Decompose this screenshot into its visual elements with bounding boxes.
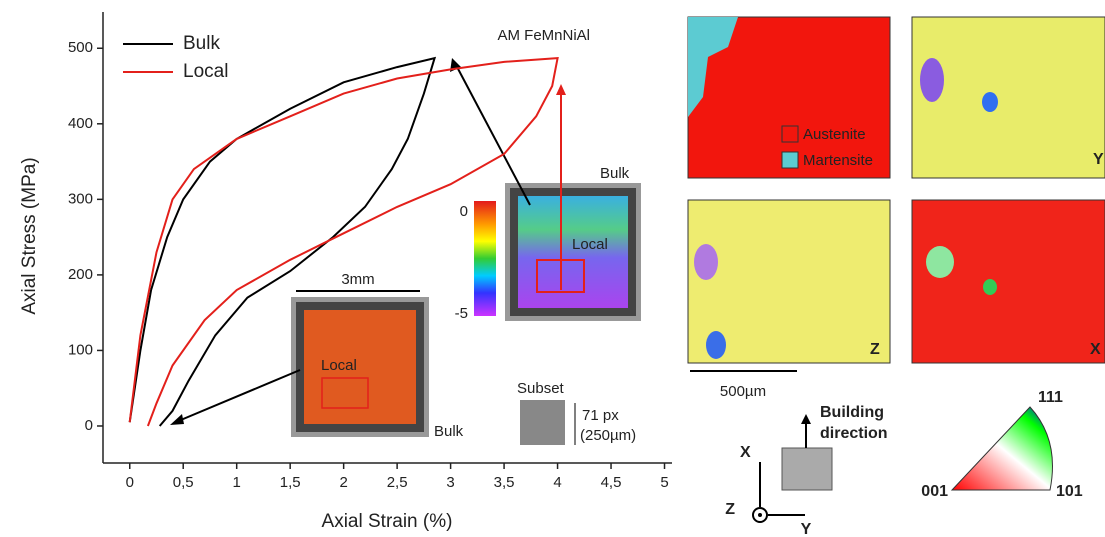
inset-label: 71 px	[582, 407, 619, 424]
y-tick-label: 100	[68, 341, 93, 358]
y-tick-label: 300	[68, 190, 93, 207]
phase-legend: Austenite	[803, 126, 866, 143]
arrow	[456, 65, 530, 205]
local-inset	[291, 291, 429, 437]
y-axis-label: Axial Stress (MPa)	[19, 157, 40, 314]
ipf-label: 001	[921, 483, 948, 500]
inset-label: Bulk	[600, 165, 630, 182]
x-tick-label: 2,5	[387, 474, 408, 491]
arrow	[176, 370, 300, 422]
x-tick-label: 1	[233, 474, 241, 491]
y-tick-label: 0	[85, 417, 93, 434]
x-tick-label: 5	[660, 474, 668, 491]
legend-label: Local	[183, 61, 228, 82]
arrow-head	[170, 414, 184, 425]
y-tick-label: 200	[68, 266, 93, 283]
phase-legend: Martensite	[803, 152, 873, 169]
subset-image	[520, 400, 565, 445]
inset-label: Local	[321, 357, 357, 374]
y-tick-label: 500	[68, 39, 93, 56]
inset-label: (250µm)	[580, 427, 636, 444]
y-tick-label: 400	[68, 115, 93, 132]
x-tick-label: 0,5	[173, 474, 194, 491]
figure: 0 0,5 1 1,5 2 2,5 3 3,5 4 4,5 5 0 100 200 300 400 500 Bul…	[0, 0, 1105, 537]
map-label: X	[1090, 341, 1101, 358]
x-tick-label: 4	[553, 474, 561, 491]
colorbar-tick: -5	[455, 305, 468, 322]
map-label: Y	[1093, 151, 1104, 168]
axis-label: Z	[725, 501, 735, 518]
axis-label: X	[740, 444, 751, 461]
inset-label: Subset	[517, 380, 565, 397]
arrow-head	[556, 84, 566, 95]
x-tick-label: 1,5	[280, 474, 301, 491]
inset-label: Bulk	[434, 423, 464, 440]
x-axis-label: Axial Strain (%)	[322, 511, 453, 532]
chart-title: AM FeMnNiAl	[497, 27, 590, 44]
x-tick-label: 4,5	[601, 474, 622, 491]
building-direction: Building	[820, 404, 884, 421]
map-label: Z	[870, 341, 880, 358]
legend-label: Bulk	[183, 33, 220, 54]
scale-label: 3mm	[341, 271, 374, 288]
axis-label: Y	[801, 521, 812, 537]
building-direction: direction	[820, 425, 888, 442]
x-tick-label: 2	[339, 474, 347, 491]
x-tick-label: 3	[446, 474, 454, 491]
ipf-label: 111	[1038, 389, 1063, 406]
scale-bar-label: 500µm	[720, 383, 766, 400]
x-tick-label: 3,5	[494, 474, 515, 491]
bulk-inset	[474, 183, 641, 321]
ipf-label: 101	[1056, 483, 1083, 500]
inset-label: Local	[572, 236, 608, 253]
x-tick-label: 0	[126, 474, 134, 491]
colorbar-tick: 0	[460, 203, 468, 220]
